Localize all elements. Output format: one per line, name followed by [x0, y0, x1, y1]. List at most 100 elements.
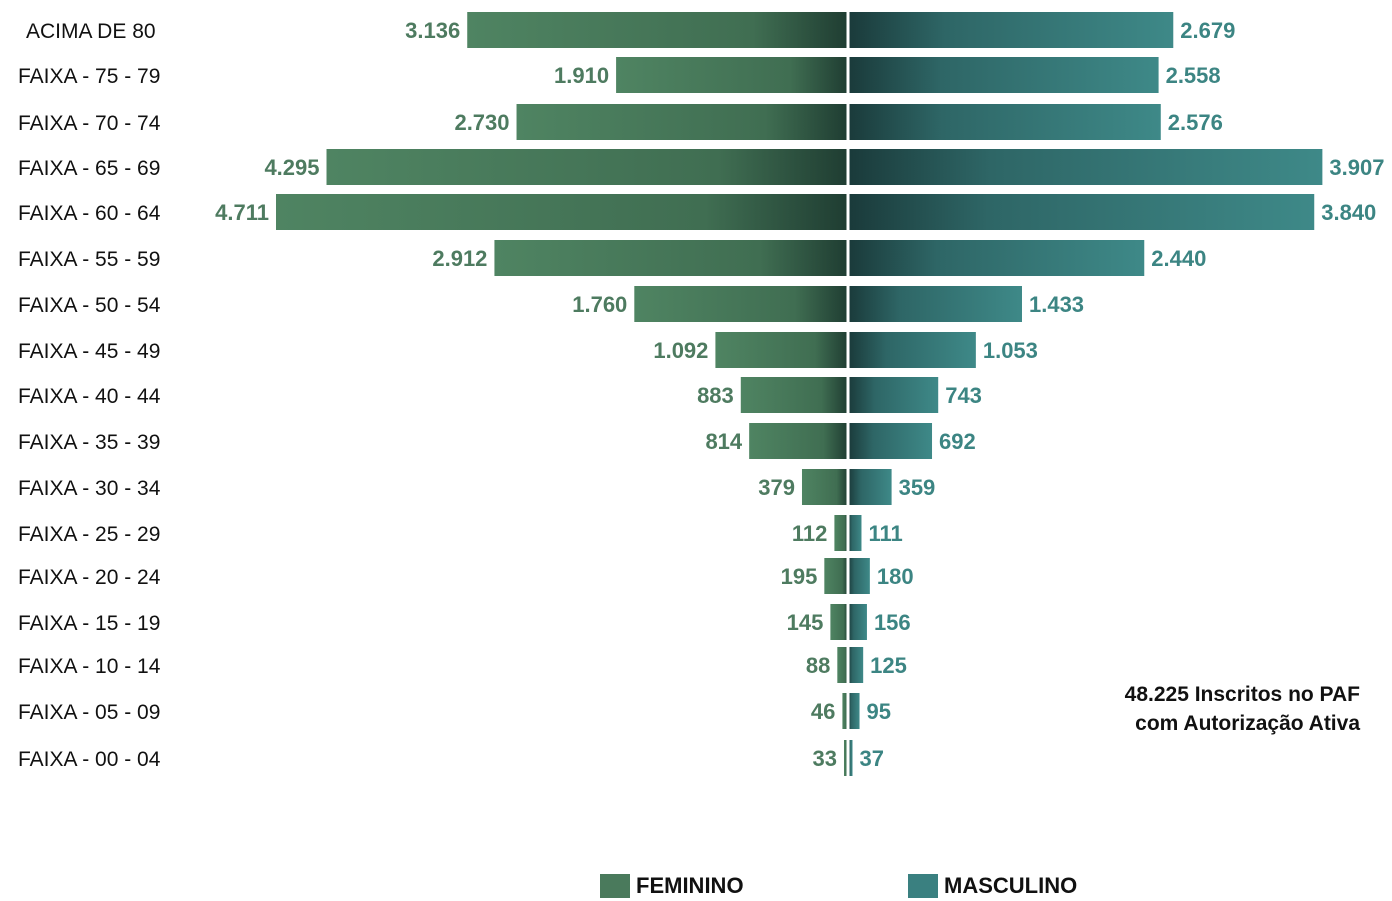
bar-feminino — [843, 740, 848, 776]
annotation-line-1: 48.225 Inscritos no PAF — [1124, 683, 1360, 706]
total-annotation: 48.225 Inscritos no PAF com Autorização … — [1125, 680, 1360, 738]
category-label: FAIXA - 45 - 49 — [18, 340, 160, 363]
population-pyramid-chart: ACIMA DE 80 FAIXA - 75 - 79 FAIXA - 70 - 7… — [18, 10, 1384, 778]
value-label-feminino: 1.910 — [554, 63, 609, 88]
bar-masculino — [848, 647, 864, 683]
category-label: FAIXA - 35 - 39 — [18, 431, 160, 454]
bar-feminino — [467, 12, 848, 48]
value-label-masculino: 2.558 — [1166, 63, 1221, 88]
bar-masculino — [848, 57, 1159, 93]
category-label: FAIXA - 60 - 64 — [18, 202, 161, 225]
category-label: FAIXA - 05 - 09 — [18, 701, 160, 724]
value-label-masculino: 180 — [877, 564, 914, 589]
value-label-feminino: 145 — [787, 610, 824, 635]
value-label-masculino: 2.679 — [1180, 18, 1235, 43]
value-label-feminino: 2.912 — [432, 246, 487, 271]
bar-feminino — [494, 240, 848, 276]
value-label-masculino: 692 — [939, 429, 976, 454]
category-label: FAIXA - 20 - 24 — [18, 566, 161, 589]
bar-masculino — [848, 558, 870, 594]
bar-masculino — [848, 423, 933, 459]
legend-label-feminino: FEMININO — [636, 873, 744, 898]
bar-masculino — [848, 104, 1161, 140]
value-label-feminino: 88 — [806, 653, 830, 678]
value-label-masculino: 2.440 — [1151, 246, 1206, 271]
bar-masculino — [848, 286, 1022, 322]
category-label: FAIXA - 10 - 14 — [18, 655, 161, 678]
value-label-masculino: 743 — [945, 383, 982, 408]
bar-feminino — [824, 558, 848, 594]
bar-feminino — [842, 693, 848, 729]
bar-masculino — [848, 693, 860, 729]
bar-masculino — [848, 149, 1323, 185]
value-label-feminino: 814 — [705, 429, 742, 454]
category-label: FAIXA - 50 - 54 — [18, 294, 161, 317]
legend-item-masculino: MASCULINO — [908, 873, 1077, 899]
masculino-value-labels: 2.679 2.558 2.576 3.907 3.840 2.440 1.433 1.053… — [859, 18, 1384, 771]
category-labels: ACIMA DE 80 FAIXA - 75 - 79 FAIXA - 70 - 7… — [18, 20, 161, 771]
bar-masculino — [848, 740, 853, 776]
legend-item-feminino: FEMININO — [600, 873, 744, 899]
category-label: FAIXA - 75 - 79 — [18, 65, 160, 88]
bar-masculino — [848, 12, 1174, 48]
bar-feminino — [830, 604, 848, 640]
value-label-feminino: 195 — [781, 564, 818, 589]
value-label-masculino: 1.433 — [1029, 292, 1084, 317]
value-label-feminino: 4.295 — [264, 155, 319, 180]
category-label: FAIXA - 25 - 29 — [18, 523, 160, 546]
bar-feminino — [276, 194, 848, 230]
value-label-feminino: 1.760 — [572, 292, 627, 317]
category-label: FAIXA - 65 - 69 — [18, 157, 160, 180]
bar-feminino — [616, 57, 848, 93]
category-label: FAIXA - 00 - 04 — [18, 748, 161, 771]
value-label-feminino: 883 — [697, 383, 734, 408]
bar-feminino — [634, 286, 848, 322]
value-label-masculino: 2.576 — [1168, 110, 1223, 135]
category-label: ACIMA DE 80 — [26, 20, 156, 43]
value-label-masculino: 156 — [874, 610, 911, 635]
value-label-masculino: 359 — [899, 475, 936, 500]
bar-masculino — [848, 332, 976, 368]
value-label-masculino: 3.907 — [1329, 155, 1384, 180]
bar-masculino — [848, 194, 1315, 230]
bar-masculino — [848, 240, 1145, 276]
value-label-feminino: 3.136 — [405, 18, 460, 43]
bar-masculino — [848, 604, 867, 640]
value-label-feminino: 379 — [758, 475, 795, 500]
feminino-bars — [276, 12, 848, 776]
value-label-masculino: 125 — [870, 653, 907, 678]
value-label-feminino: 1.092 — [653, 338, 708, 363]
bar-feminino — [740, 377, 848, 413]
bar-masculino — [848, 515, 862, 551]
masculino-bars — [848, 12, 1323, 776]
bar-feminino — [834, 515, 848, 551]
category-label: FAIXA - 55 - 59 — [18, 248, 160, 271]
category-label: FAIXA - 70 - 74 — [18, 112, 161, 135]
legend-swatch-feminino — [600, 874, 630, 898]
value-label-masculino: 95 — [867, 699, 891, 724]
legend: FEMININO MASCULINO — [0, 873, 1392, 901]
bar-feminino — [516, 104, 848, 140]
value-label-feminino: 4.711 — [215, 200, 269, 225]
category-label: FAIXA - 40 - 44 — [18, 385, 161, 408]
value-label-masculino: 37 — [859, 746, 883, 771]
value-label-feminino: 2.730 — [454, 110, 509, 135]
bar-feminino — [801, 469, 848, 505]
bar-feminino — [837, 647, 848, 683]
category-label: FAIXA - 30 - 34 — [18, 477, 161, 500]
value-label-masculino: 3.840 — [1321, 200, 1376, 225]
bar-masculino — [848, 377, 939, 413]
legend-label-masculino: MASCULINO — [944, 873, 1078, 898]
annotation-line-2: com Autorização Ativa — [1135, 712, 1360, 735]
value-label-feminino: 46 — [811, 699, 835, 724]
value-label-masculino: 1.053 — [983, 338, 1038, 363]
legend-swatch-masculino — [908, 874, 938, 898]
bar-masculino — [848, 469, 892, 505]
bar-feminino — [326, 149, 848, 185]
bar-feminino — [715, 332, 848, 368]
value-label-feminino: 33 — [813, 746, 837, 771]
category-label: FAIXA - 15 - 19 — [18, 612, 160, 635]
feminino-value-labels: 3.136 1.910 2.730 4.295 4.711 2.912 1.760 1.092… — [215, 18, 837, 771]
bar-feminino — [749, 423, 848, 459]
value-label-feminino: 112 — [792, 521, 828, 546]
